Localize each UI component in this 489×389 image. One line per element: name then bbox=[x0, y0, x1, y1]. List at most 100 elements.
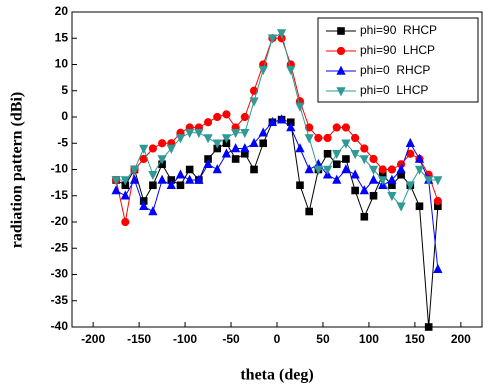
legend-marker bbox=[337, 27, 345, 35]
data-point bbox=[295, 143, 305, 153]
data-point bbox=[433, 176, 443, 186]
x-tick-label: -100 bbox=[173, 332, 197, 346]
data-point bbox=[276, 29, 287, 39]
data-point bbox=[175, 134, 186, 144]
x-tick-label: -200 bbox=[81, 332, 105, 346]
data-point bbox=[221, 148, 232, 158]
data-point bbox=[149, 181, 157, 190]
data-point bbox=[139, 144, 149, 154]
data-point bbox=[332, 174, 342, 184]
data-point bbox=[286, 122, 296, 132]
data-point bbox=[249, 86, 259, 95]
data-point bbox=[120, 190, 130, 200]
data-point bbox=[267, 34, 278, 44]
data-point bbox=[231, 155, 240, 163]
data-point bbox=[387, 165, 397, 174]
y-tick-label: -20 bbox=[51, 214, 69, 228]
data-point bbox=[296, 181, 304, 190]
data-point bbox=[414, 153, 425, 163]
legend-label: phi=90 LHCP bbox=[360, 43, 435, 57]
y-tick-label: 20 bbox=[55, 4, 69, 18]
y-tick-label: -5 bbox=[57, 135, 68, 149]
data-point bbox=[387, 174, 397, 184]
data-point bbox=[424, 323, 433, 331]
data-point bbox=[396, 202, 406, 212]
data-point bbox=[212, 139, 222, 149]
data-point bbox=[433, 263, 443, 274]
y-tick-label: 10 bbox=[55, 57, 69, 71]
x-tick-label: -50 bbox=[222, 332, 240, 346]
data-point bbox=[148, 144, 157, 153]
data-point bbox=[157, 174, 167, 184]
legend-label: phi=0 RHCP bbox=[360, 63, 430, 77]
y-tick-label: 0 bbox=[61, 109, 68, 123]
data-point bbox=[185, 128, 195, 139]
legend-marker bbox=[336, 46, 346, 56]
data-point bbox=[405, 137, 415, 148]
data-point bbox=[231, 128, 241, 139]
data-point bbox=[157, 139, 167, 148]
data-point bbox=[314, 133, 323, 143]
data-point bbox=[313, 165, 323, 175]
data-point bbox=[175, 169, 186, 179]
data-point bbox=[231, 143, 241, 153]
data-point bbox=[351, 186, 359, 195]
x-tick-label: 0 bbox=[274, 332, 281, 346]
data-point bbox=[341, 164, 351, 174]
y-tick-label: -40 bbox=[51, 319, 69, 333]
data-point bbox=[360, 212, 369, 221]
data-point bbox=[166, 179, 176, 190]
data-point bbox=[249, 97, 259, 107]
data-point bbox=[240, 112, 249, 122]
data-point bbox=[121, 217, 130, 227]
data-point bbox=[405, 181, 415, 191]
legend-marker bbox=[336, 87, 346, 97]
legend-label: phi=90 RHCP bbox=[360, 23, 437, 37]
data-point bbox=[332, 160, 341, 169]
data-point bbox=[414, 165, 425, 175]
data-point bbox=[396, 164, 406, 174]
x-tick-label: 100 bbox=[359, 332, 379, 346]
x-tick-label: 50 bbox=[316, 332, 330, 346]
data-point bbox=[323, 149, 332, 158]
data-point bbox=[213, 112, 222, 122]
data-point bbox=[276, 114, 287, 124]
data-point bbox=[176, 181, 185, 190]
data-point bbox=[203, 118, 213, 127]
y-axis-title: radiation pattern (dBi) bbox=[9, 92, 26, 248]
x-tick-label: 150 bbox=[405, 332, 425, 346]
data-point bbox=[286, 65, 296, 76]
data-point bbox=[305, 207, 313, 216]
data-point bbox=[203, 158, 213, 169]
data-point bbox=[129, 174, 140, 184]
legend-marker bbox=[336, 65, 346, 75]
data-point bbox=[323, 133, 332, 143]
data-point bbox=[203, 134, 213, 144]
data-point bbox=[120, 176, 130, 186]
y-tick-label: -15 bbox=[51, 188, 69, 202]
data-point bbox=[111, 176, 121, 186]
data-point bbox=[304, 134, 314, 144]
data-point bbox=[304, 164, 314, 174]
data-point bbox=[350, 149, 360, 160]
data-point bbox=[249, 137, 259, 148]
data-point bbox=[359, 155, 369, 165]
data-point bbox=[351, 133, 360, 143]
data-point bbox=[332, 123, 341, 132]
data-point bbox=[350, 169, 360, 179]
data-point bbox=[240, 128, 250, 139]
data-point bbox=[341, 123, 351, 132]
data-point bbox=[332, 149, 342, 160]
data-point bbox=[259, 139, 268, 148]
y-tick-label: -30 bbox=[51, 267, 69, 281]
data-point bbox=[148, 206, 158, 216]
data-point bbox=[267, 116, 278, 127]
y-tick-label: 15 bbox=[55, 30, 69, 44]
x-tick-label: 200 bbox=[451, 332, 471, 346]
y-tick-label: -25 bbox=[51, 240, 69, 254]
data-point bbox=[258, 65, 268, 76]
data-point bbox=[194, 128, 204, 139]
data-point bbox=[194, 174, 204, 184]
data-point bbox=[368, 174, 379, 184]
